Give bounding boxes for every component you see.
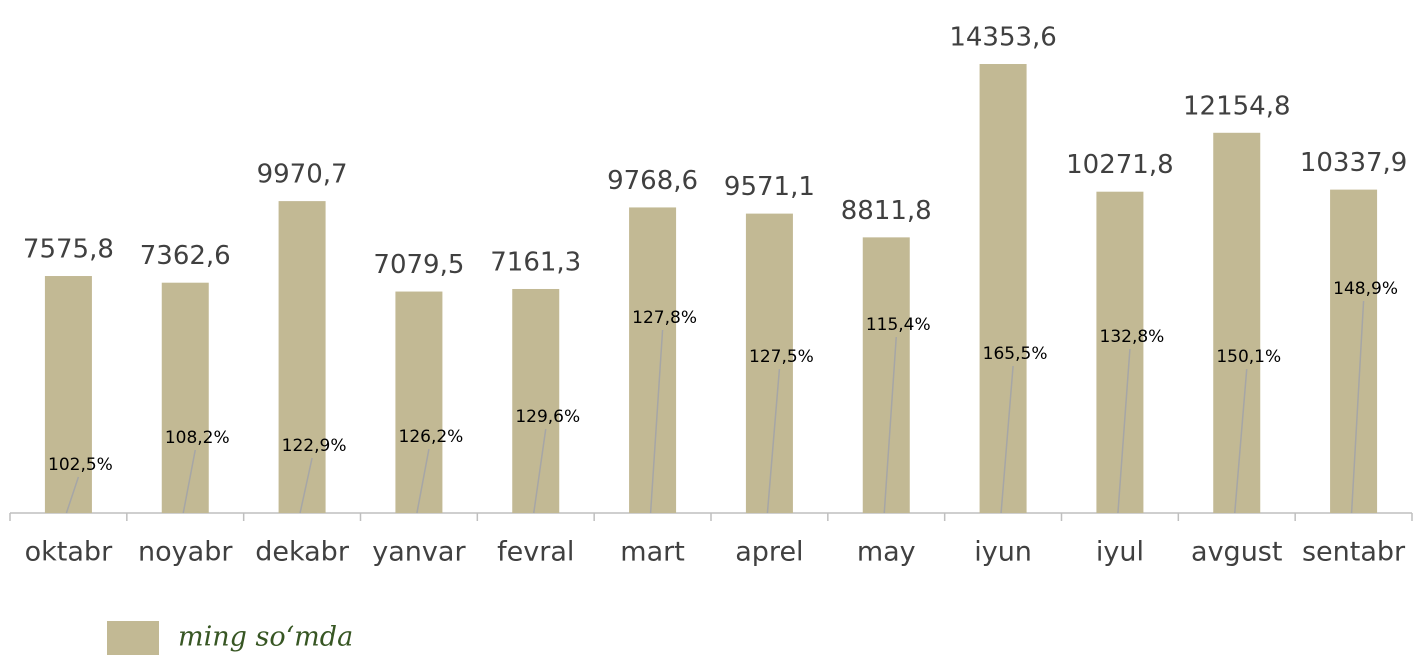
percent-leader (766, 368, 781, 514)
value-label: 7362,6 (140, 241, 231, 271)
value-label: 9970,7 (257, 160, 348, 190)
bar (862, 237, 910, 513)
bar (161, 282, 209, 513)
x-tick-label: sentabr (1302, 537, 1406, 568)
x-tick-label: fevral (497, 537, 574, 568)
percent-label: 122,9% (282, 436, 347, 456)
value-label: 10337,9 (1300, 148, 1408, 178)
percent-label: 115,4% (866, 315, 931, 335)
value-label: 8811,8 (841, 196, 932, 226)
percent-leader (1234, 368, 1248, 514)
bar (629, 207, 677, 514)
value-label: 12154,8 (1183, 91, 1291, 121)
x-tick-label: noyabr (138, 537, 233, 568)
value-label: 10271,8 (1066, 150, 1174, 180)
value-label: 7079,5 (373, 250, 464, 280)
value-label: 7161,3 (490, 247, 581, 277)
percent-leader (649, 329, 664, 514)
bar (745, 213, 793, 513)
value-label: 7575,8 (23, 235, 114, 265)
percent-label: 150,1% (1216, 347, 1281, 367)
bar (1330, 189, 1378, 514)
percent-label: 127,8% (632, 308, 697, 328)
bar (512, 288, 560, 513)
x-tick-label: iyun (974, 537, 1032, 568)
bar (44, 276, 92, 513)
bar (395, 291, 443, 513)
percent-label: 108,2% (165, 428, 230, 448)
x-tick-label: oktabr (25, 537, 113, 568)
percent-label: 148,9% (1333, 279, 1398, 299)
percent-leader (883, 336, 897, 514)
x-tick-label: may (857, 537, 916, 568)
percent-label: 165,5% (983, 344, 1048, 364)
percent-leader (299, 457, 313, 514)
percent-leader (1350, 300, 1365, 514)
x-tick-label: mart (620, 537, 685, 568)
legend-label: ming so‘mda (178, 622, 353, 653)
percent-label: 102,5% (48, 455, 113, 475)
x-tick-label: iyul (1096, 537, 1144, 568)
percent-label: 129,6% (515, 407, 580, 427)
bar (979, 64, 1027, 513)
x-tick-label: yanvar (372, 537, 466, 568)
x-tick-label: avgust (1191, 537, 1282, 568)
percent-leader (65, 476, 80, 514)
bar (278, 201, 326, 513)
bar (1213, 132, 1261, 513)
percent-leader (182, 449, 196, 514)
legend-swatch (107, 621, 159, 655)
percent-label: 127,5% (749, 347, 814, 367)
percent-label: 126,2% (399, 427, 464, 447)
percent-leader (1117, 348, 1131, 514)
value-label: 14353,6 (949, 23, 1057, 53)
bar (1096, 191, 1144, 513)
percent-leader (416, 448, 430, 514)
percent-leader (1000, 365, 1014, 514)
x-tick-label: dekabr (255, 537, 350, 568)
percent-label: 132,8% (1100, 327, 1165, 347)
value-label: 9768,6 (607, 166, 698, 196)
x-tick-label: aprel (735, 537, 803, 568)
percent-leader (533, 428, 547, 514)
value-label: 9571,1 (724, 172, 815, 202)
